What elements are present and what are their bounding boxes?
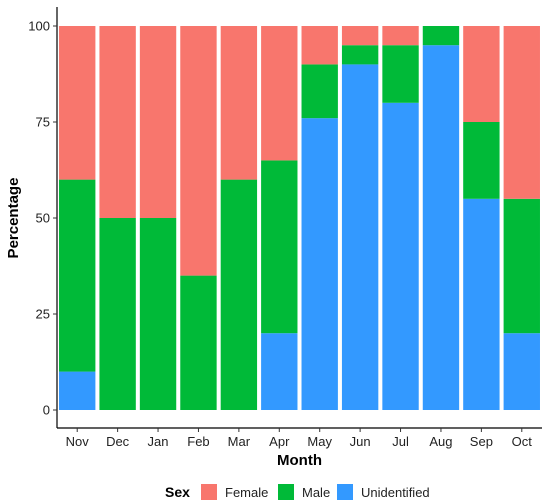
bar-male-jun <box>341 45 379 65</box>
y-tick-label: 25 <box>36 307 50 322</box>
bar-male-mar <box>220 179 258 410</box>
x-axis-ticks: Nov Dec Jan Feb Mar Apr May Jun Jul Aug Sep Oct <box>66 428 533 449</box>
legend-title: Sex <box>165 484 190 500</box>
bar-male-dec <box>99 218 136 410</box>
x-tick-label: Apr <box>269 434 290 449</box>
bar-male-aug <box>422 26 460 46</box>
legend-swatch-unidentified <box>337 484 353 500</box>
y-axis-ticks: 0 25 50 75 100 <box>28 19 57 418</box>
bar-unidentified-oct <box>503 333 540 410</box>
bar-male-apr <box>261 160 298 334</box>
bar-female-feb <box>180 26 217 276</box>
bar-male-nov <box>59 179 96 372</box>
bar-male-may <box>301 64 338 119</box>
legend-label-female: Female <box>225 485 268 500</box>
bar-male-jul <box>382 45 419 103</box>
y-axis-title: Percentage <box>5 178 22 259</box>
bar-male-feb <box>180 275 217 410</box>
y-tick-label: 75 <box>36 115 50 130</box>
bar-female-may <box>301 26 338 65</box>
bar-female-apr <box>261 26 298 161</box>
x-tick-label: May <box>307 434 332 449</box>
bar-male-sep <box>463 122 500 199</box>
y-tick-label: 100 <box>28 19 50 34</box>
y-tick-label: 50 <box>36 211 50 226</box>
bar-female-dec <box>99 26 136 218</box>
legend-label-male: Male <box>302 485 330 500</box>
x-tick-label: Nov <box>66 434 90 449</box>
bar-female-jul <box>382 26 419 46</box>
bar-unidentified-nov <box>59 371 96 410</box>
bar-unidentified-aug <box>422 45 460 410</box>
x-tick-label: Oct <box>512 434 533 449</box>
x-tick-label: Sep <box>470 434 493 449</box>
legend-swatch-female <box>201 484 217 500</box>
x-tick-label: Mar <box>228 434 251 449</box>
x-tick-label: Jun <box>350 434 371 449</box>
bar-female-mar <box>220 26 258 180</box>
y-tick-label: 0 <box>43 403 50 418</box>
bar-female-nov <box>59 26 96 180</box>
bar-male-jan <box>139 218 177 410</box>
bar-female-sep <box>463 26 500 122</box>
x-tick-label: Aug <box>429 434 452 449</box>
bar-unidentified-sep <box>463 198 500 410</box>
bar-unidentified-apr <box>261 333 298 410</box>
legend-label-unidentified: Unidentified <box>361 485 430 500</box>
bar-female-oct <box>503 26 540 199</box>
bar-unidentified-may <box>301 118 338 410</box>
x-tick-label: Feb <box>187 434 209 449</box>
bar-male-oct <box>503 198 540 334</box>
bar-female-jan <box>139 26 177 218</box>
bar-unidentified-jun <box>341 64 379 411</box>
x-tick-label: Jan <box>148 434 169 449</box>
x-tick-label: Dec <box>106 434 130 449</box>
legend: Sex Female Male Unidentified <box>165 484 430 500</box>
bar-unidentified-jul <box>382 102 419 411</box>
legend-swatch-male <box>278 484 294 500</box>
bars-layer <box>59 26 540 411</box>
x-tick-label: Jul <box>392 434 409 449</box>
x-axis-title: Month <box>277 452 322 469</box>
bar-female-jun <box>341 26 379 46</box>
